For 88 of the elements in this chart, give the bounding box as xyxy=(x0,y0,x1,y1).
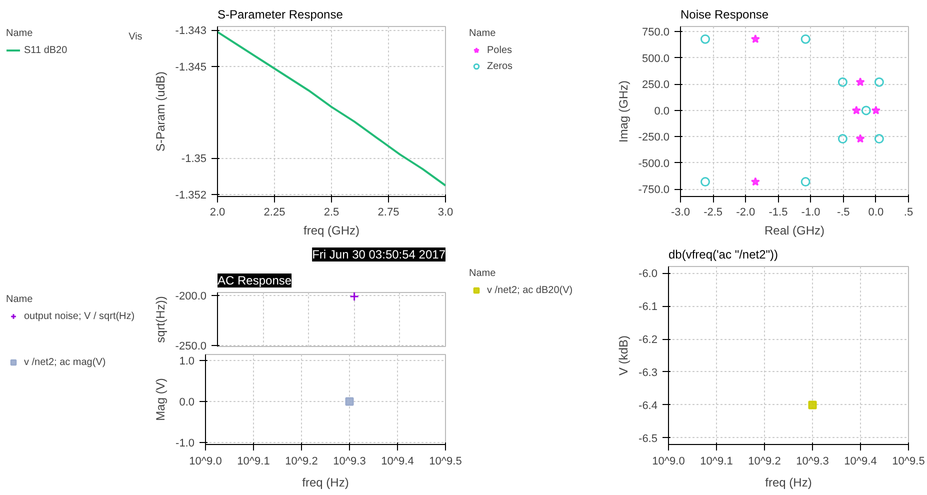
y-tick-label: -500.0 xyxy=(638,158,670,170)
chart-title: AC Response xyxy=(218,274,292,288)
x-tick-label: -2.0 xyxy=(736,206,756,218)
y-tick-label: -750.0 xyxy=(638,184,670,196)
x-tick-label: 10^9.3 xyxy=(333,456,366,468)
point xyxy=(856,77,865,86)
x-tick-label: -.5 xyxy=(836,206,850,218)
y-tick-label: -250.0 xyxy=(638,132,670,144)
y-axis-title: S-Param (udB) xyxy=(153,71,168,152)
text: Vis xyxy=(128,32,142,43)
x-tick-label: 10^9.2 xyxy=(748,456,781,468)
y-tick-label: -6.4 xyxy=(638,400,658,412)
x-tick-label: 2.5 xyxy=(324,206,340,218)
x-axis-title: freq (Hz) xyxy=(302,476,349,490)
x-tick-label: 0.0 xyxy=(868,206,884,218)
x-axis-title: freq (Hz) xyxy=(765,476,812,490)
y-tick-label: 1.0 xyxy=(179,356,195,368)
y-tick-label: -1.352 xyxy=(175,190,207,202)
point xyxy=(852,106,861,114)
legend-title: Name xyxy=(469,28,497,39)
line-series xyxy=(218,30,446,187)
y-axis-title: Mag (V) xyxy=(154,378,168,421)
x-tick-label: -1.5 xyxy=(768,206,788,218)
y-tick-label: -200.0 xyxy=(175,290,207,302)
y-tick-label: 750.0 xyxy=(642,26,670,39)
x-tick-label: -3.0 xyxy=(671,206,690,218)
legend-title: Name xyxy=(469,268,497,279)
point xyxy=(874,77,884,87)
x-tick-label: 10^9.2 xyxy=(285,456,318,468)
y-tick-label: -6.1 xyxy=(638,301,658,314)
legend-label: Zeros xyxy=(487,60,513,72)
y-axis-title: V (kdB) xyxy=(616,335,631,376)
y-tick-label: 250.0 xyxy=(642,79,670,92)
y-axis-title: Imag (GHz) xyxy=(616,80,630,142)
y-tick-label: -6.3 xyxy=(638,366,658,379)
x-tick-label: 10^9.3 xyxy=(796,456,829,468)
point xyxy=(838,77,848,87)
chart-title: db(vfreq('ac "/net2")) xyxy=(668,248,778,262)
point xyxy=(871,106,880,114)
y-tick-label: -1.0 xyxy=(176,437,195,450)
x-tick-label: -2.5 xyxy=(704,206,723,218)
x-tick-label: 10^9.1 xyxy=(237,456,270,468)
legend-title: Name xyxy=(6,28,34,39)
y-tick-label: -6.0 xyxy=(638,268,658,280)
point xyxy=(861,106,871,116)
x-tick-label: 10^9.0 xyxy=(652,456,685,468)
y-tick-label: 0.0 xyxy=(654,105,670,118)
legend-label: Poles xyxy=(487,44,512,56)
legend-label: v /net2; ac mag(V) xyxy=(24,356,106,368)
legend-label: output noise; V / sqrt(Hz) xyxy=(24,310,135,322)
chart-title: S-Parameter Response xyxy=(218,8,344,22)
point xyxy=(800,34,810,44)
point xyxy=(874,134,884,144)
x-tick-label: 10^9.4 xyxy=(844,456,877,468)
x-axis-title: Real (GHz) xyxy=(764,224,825,238)
x-tick-label: 10^9.5 xyxy=(892,456,925,468)
legend-label: S11 dB20 xyxy=(24,44,68,56)
y-tick-label: -1.343 xyxy=(175,25,207,38)
x-tick-label: 10^9.4 xyxy=(381,456,414,468)
x-tick-label: 2.0 xyxy=(210,206,226,218)
x-tick-label: 2.25 xyxy=(264,206,286,218)
y-tick-label: -6.5 xyxy=(638,432,658,445)
y-tick-label: -1.35 xyxy=(181,153,207,166)
x-tick-label: -1.0 xyxy=(801,206,820,218)
y-tick-label: 500.0 xyxy=(642,52,670,65)
x-tick-label: .5 xyxy=(904,206,914,218)
point xyxy=(700,177,710,187)
y-axis-title: sqrt(Hz)) xyxy=(153,296,168,343)
y-tick-label: -1.345 xyxy=(175,62,207,74)
point xyxy=(838,134,848,144)
x-tick-label: 10^9.5 xyxy=(429,456,462,468)
x-tick-label: 2.75 xyxy=(378,206,400,218)
point xyxy=(750,177,760,186)
x-tick-label: 10^9.1 xyxy=(700,456,733,468)
x-tick-label: 10^9.0 xyxy=(189,456,222,468)
chart-title: Noise Response xyxy=(680,8,769,22)
legend-label: v /net2; ac dB20(V) xyxy=(487,284,573,296)
y-tick-label: -6.2 xyxy=(638,334,658,346)
x-tick-label: 3.0 xyxy=(438,206,454,218)
y-tick-label: -250.0 xyxy=(175,340,207,352)
point xyxy=(800,177,810,187)
legend-title: Name xyxy=(6,294,34,305)
x-axis-title: freq (GHz) xyxy=(304,224,360,238)
point xyxy=(750,34,760,44)
point xyxy=(700,34,710,44)
y-tick-label: 0.0 xyxy=(179,396,195,409)
point xyxy=(856,134,865,143)
text: Fri Jun 30 03:50:54 2017 xyxy=(312,248,446,262)
